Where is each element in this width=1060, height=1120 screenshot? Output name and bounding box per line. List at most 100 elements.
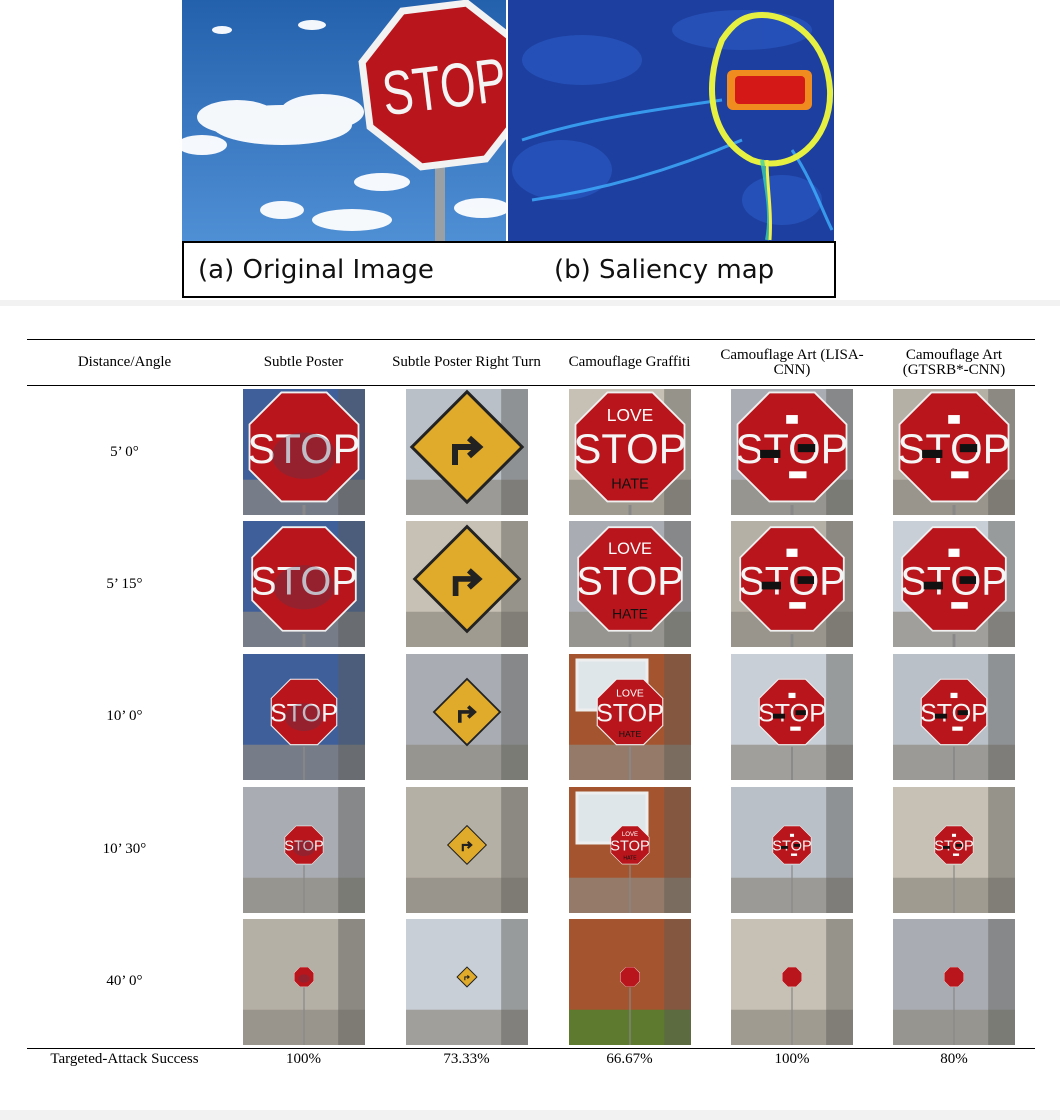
figure-separator xyxy=(0,300,1060,306)
row-label: 5’ 15° xyxy=(106,575,143,592)
table-cell-image: STOP xyxy=(873,651,1035,784)
thumbnail-image: STOP xyxy=(731,786,853,913)
table-cell-image xyxy=(222,916,385,1049)
sign-text: STOP xyxy=(250,560,357,604)
saliency-hotspot xyxy=(727,70,812,110)
header-camouflage-art-gtsrb: Camouflage Art (GTSRB*-CNN) xyxy=(873,339,1035,386)
thumbnail-image: STOP xyxy=(242,786,365,913)
table-cell-image: STOP xyxy=(222,651,385,784)
table-cell-image: STOP xyxy=(711,386,873,519)
success-label: Targeted-Attack Success xyxy=(27,1047,222,1073)
sign-text: STOP xyxy=(738,560,845,604)
sign-text: STOP xyxy=(735,425,848,472)
table-cell-image: STOP xyxy=(873,386,1035,519)
sign-text: STOP xyxy=(920,700,988,728)
sign-text: STOP xyxy=(897,425,1010,472)
table-cell-image xyxy=(385,916,548,1049)
saliency-map xyxy=(508,0,834,242)
thumbnail-image: STOP xyxy=(893,389,1015,516)
header-subtle-poster-right-turn: Subtle Poster Right Turn xyxy=(385,339,548,386)
thumbnail-image: STOP xyxy=(731,389,853,516)
original-image: STOP xyxy=(182,0,530,242)
sign-text: STOP xyxy=(284,838,323,854)
sign-text: STOP xyxy=(270,700,338,728)
table-cell-image xyxy=(385,783,548,916)
table-row: 5’ 0° STOP STOP LOVE HATE STOP STOP xyxy=(27,386,1035,519)
success-value: 66.67% xyxy=(548,1047,711,1073)
success-value: 73.33% xyxy=(385,1047,548,1073)
table-cell-image: STOP xyxy=(711,518,873,651)
stop-sign-text: STOP xyxy=(378,45,510,129)
sign-text: STOP xyxy=(934,838,973,854)
thumbnail-image xyxy=(893,918,1015,1045)
thumbnail-image: STOP xyxy=(242,389,365,516)
thumbnail-image xyxy=(405,786,528,913)
table-cell-image: STOP xyxy=(873,783,1035,916)
table-cell-image: STOP xyxy=(222,386,385,519)
success-row: Targeted-Attack Success 100% 73.33% 66.6… xyxy=(27,1047,1035,1073)
table-row: 10’ 30° STOP STOP LOVE HATE STOP STOP xyxy=(27,783,1035,916)
thumbnail-image: STOP xyxy=(731,653,853,780)
graffiti-hate-text: HATE xyxy=(611,477,649,493)
graffiti-hate-text: HATE xyxy=(623,855,637,861)
table-cell-image: STOP LOVE HATE xyxy=(548,518,711,651)
sign-text: STOP xyxy=(900,560,1007,604)
graffiti-hate-text: HATE xyxy=(618,729,641,739)
graffiti-love-text: LOVE xyxy=(621,830,637,837)
table-cell-image xyxy=(711,916,873,1049)
thumbnail-image xyxy=(405,918,528,1045)
table-cell-image: STOP xyxy=(873,518,1035,651)
table-cell-image xyxy=(385,518,548,651)
table-cell-image xyxy=(385,386,548,519)
table-cell-image xyxy=(873,916,1035,1049)
header-camouflage-art-lisa: Camouflage Art (LISA-CNN) xyxy=(711,339,873,386)
table-header-row: Distance/Angle Subtle Poster Subtle Post… xyxy=(27,339,1035,386)
success-value: 100% xyxy=(711,1047,873,1073)
table-row: 5’ 15° STOP STOP LOVE HATE STOP STOP xyxy=(27,518,1035,651)
row-label: 40’ 0° xyxy=(106,973,143,990)
graffiti-love-text: LOVE xyxy=(607,541,651,559)
row-label: 10’ 0° xyxy=(106,708,143,725)
thumbnail-image: STOP xyxy=(893,521,1015,648)
sign-text: STOP xyxy=(758,700,826,728)
thumbnail-image xyxy=(731,918,853,1045)
table-cell-image: STOP xyxy=(711,651,873,784)
caption-original-image: (a) Original Image xyxy=(198,255,434,285)
thumbnail-image xyxy=(568,918,691,1045)
sign-text: STOP xyxy=(576,560,683,604)
thumbnail-image: STOP xyxy=(893,786,1015,913)
thumbnail-image: STOP xyxy=(893,653,1015,780)
thumbnail-image xyxy=(405,653,528,780)
sign-text: STOP xyxy=(772,838,811,854)
table-row: 40’ 0° xyxy=(27,916,1035,1049)
sign-text: STOP xyxy=(247,425,360,472)
table-cell-image: STOP LOVE HATE xyxy=(548,386,711,519)
sign-text: STOP xyxy=(573,425,686,472)
results-table: Distance/Angle Subtle Poster Subtle Post… xyxy=(27,339,1035,1073)
thumbnail-image: STOP xyxy=(731,521,853,648)
table-cell-image: STOP LOVE HATE xyxy=(548,651,711,784)
table-cell-image: STOP xyxy=(222,783,385,916)
graffiti-love-text: LOVE xyxy=(606,405,652,425)
row-label: 10’ 30° xyxy=(102,841,147,858)
thumbnail-image xyxy=(405,389,528,516)
graffiti-love-text: LOVE xyxy=(616,688,644,699)
sign-text: STOP xyxy=(610,838,649,854)
table-cell-image xyxy=(548,916,711,1049)
table-cell-image: STOP LOVE HATE xyxy=(548,783,711,916)
header-subtle-poster: Subtle Poster xyxy=(222,339,385,386)
success-value: 80% xyxy=(873,1047,1035,1073)
thumbnail-image: STOP xyxy=(242,521,365,648)
table-cell-image: STOP xyxy=(222,518,385,651)
thumbnail-image xyxy=(242,918,365,1045)
table-row: 10’ 0° STOP STOP LOVE HATE STOP STOP xyxy=(27,651,1035,784)
page-bottom-bar xyxy=(0,1110,1060,1120)
success-value: 100% xyxy=(222,1047,385,1073)
thumbnail-image xyxy=(405,521,528,648)
table-cell-image xyxy=(385,651,548,784)
thumbnail-image: STOP xyxy=(242,653,365,780)
